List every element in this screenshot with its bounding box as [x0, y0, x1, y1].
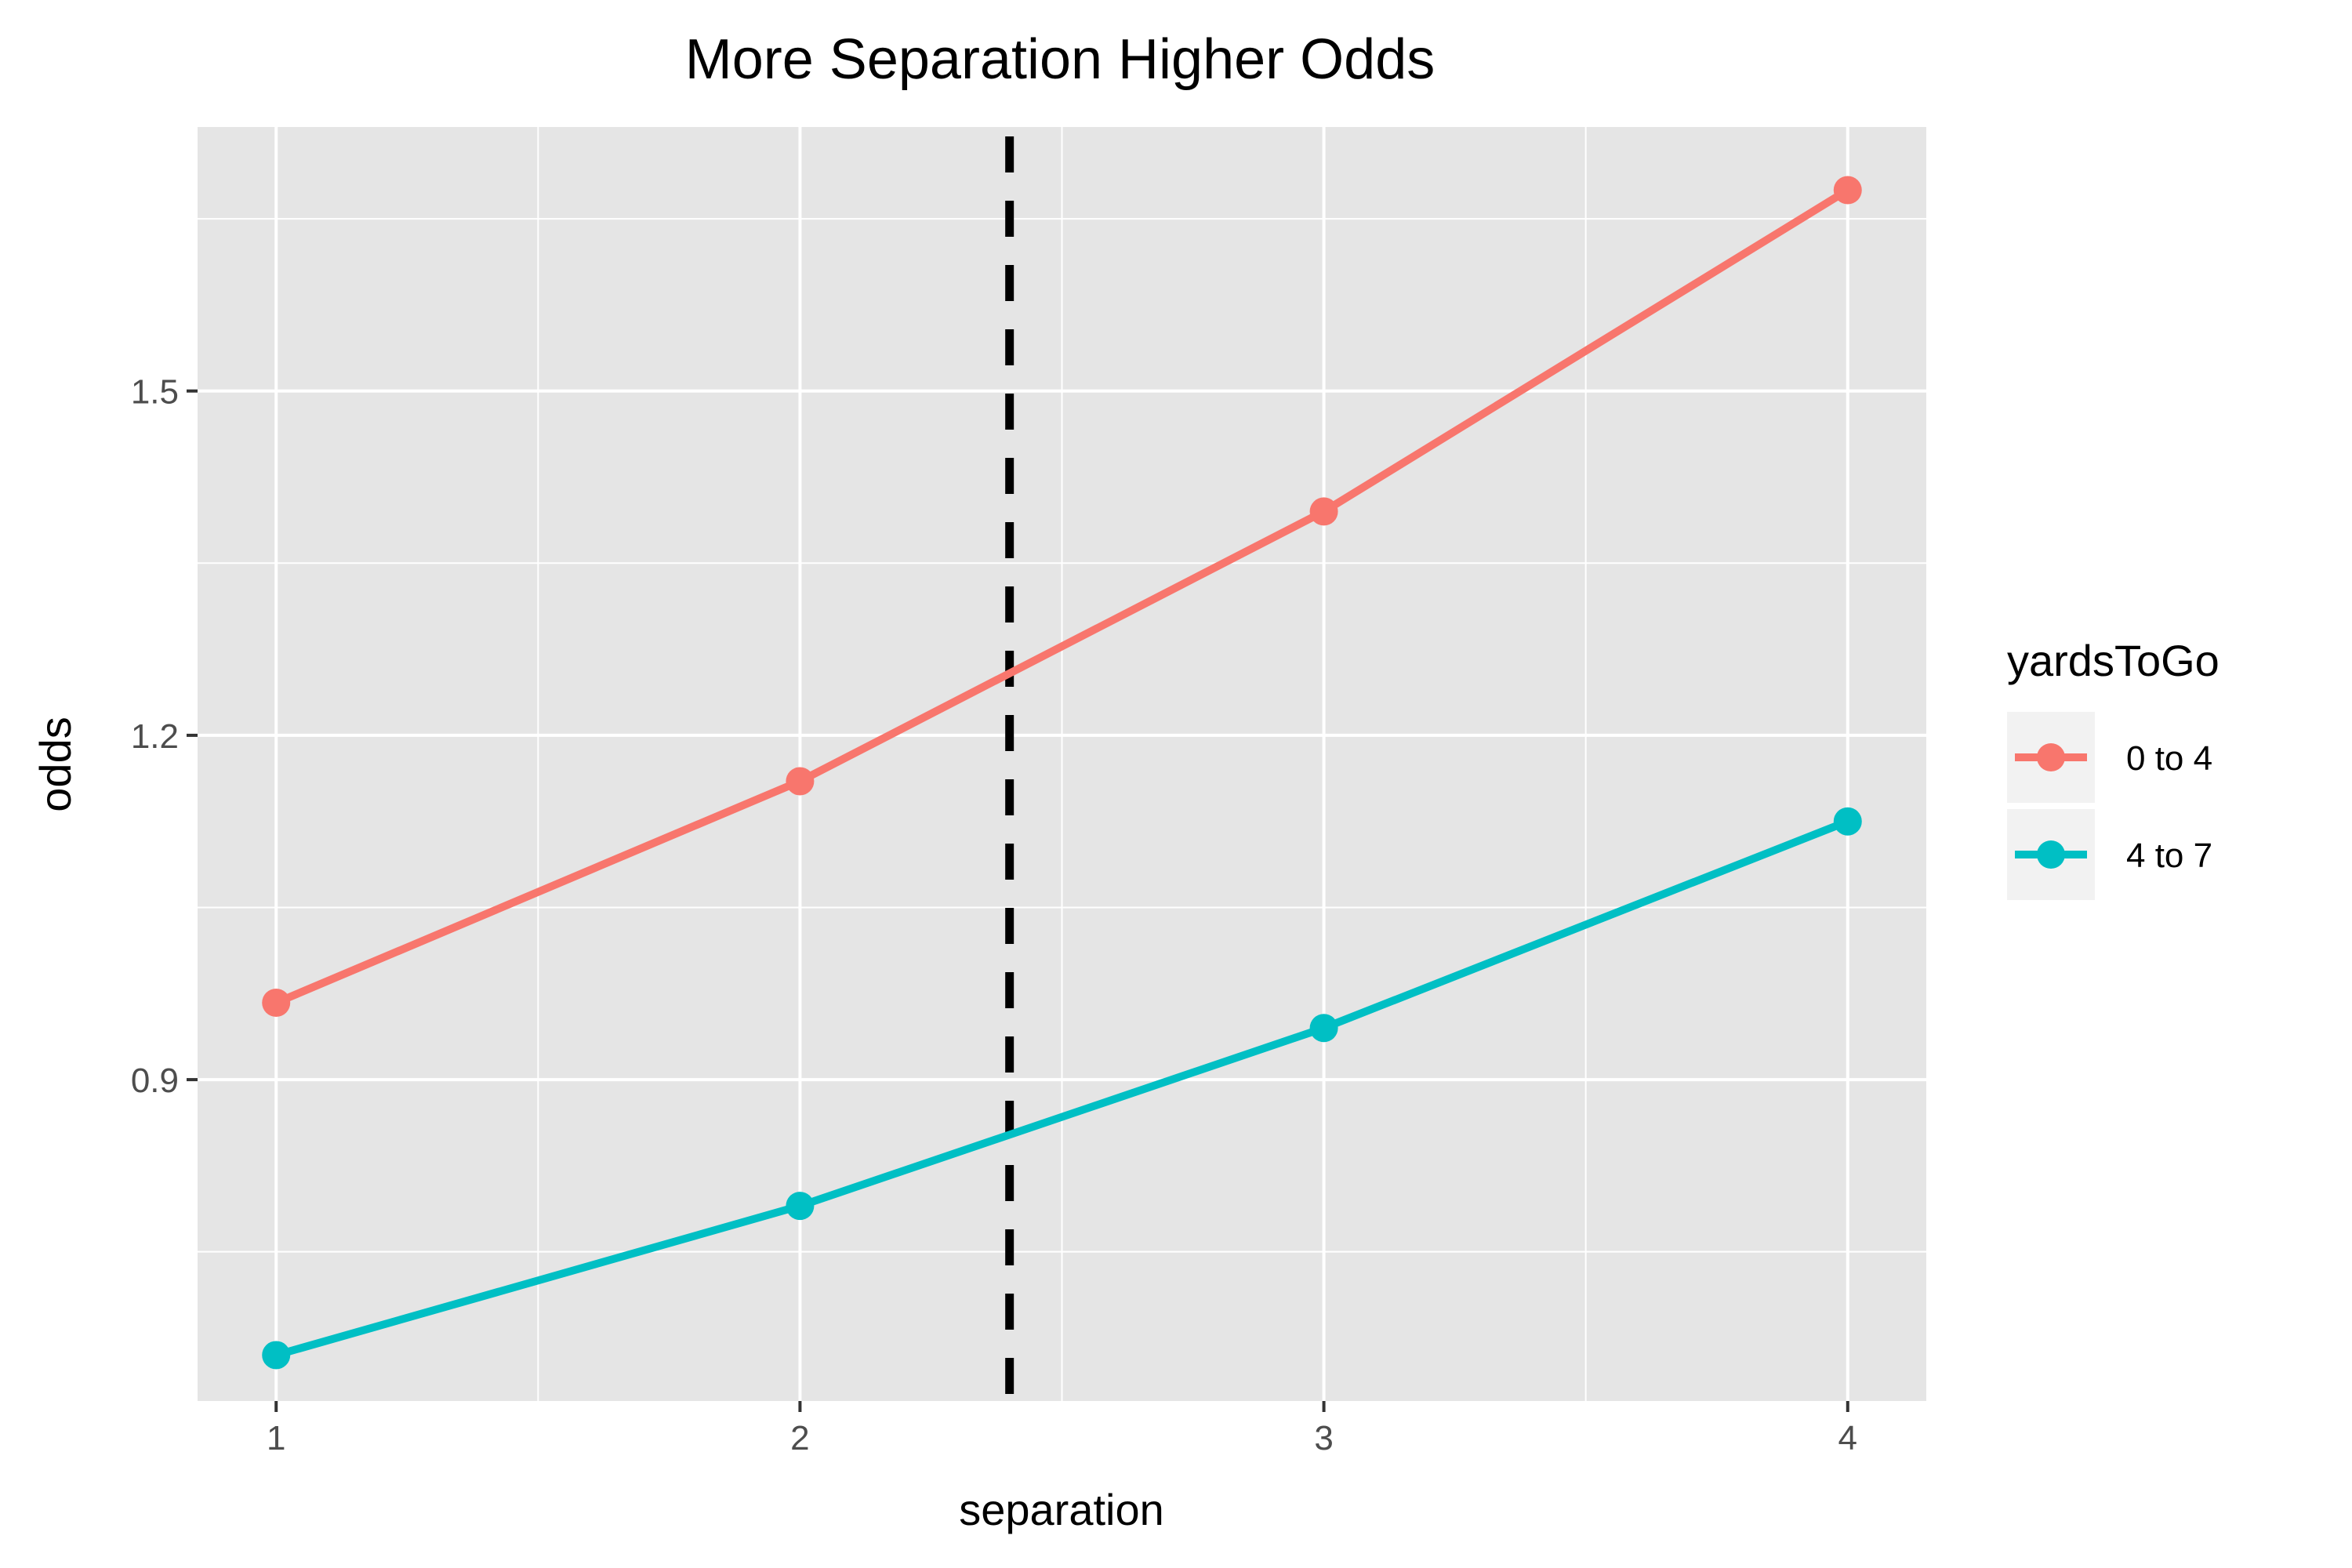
gridlines — [198, 127, 1926, 1401]
x-tick-label: 1 — [267, 1419, 285, 1457]
axes: 0.9 1.2 1.5 1 2 3 4 — [131, 373, 1857, 1457]
y-tick-label: 1.5 — [131, 373, 179, 412]
data-point — [1309, 1014, 1338, 1043]
data-point — [786, 1192, 815, 1221]
x-tick-label: 4 — [1838, 1419, 1857, 1457]
y-tick-label: 0.9 — [131, 1062, 179, 1100]
chart-title: More Separation Higher Odds — [685, 28, 1436, 91]
x-axis-title: separation — [959, 1485, 1164, 1534]
data-point — [262, 989, 291, 1018]
y-axis-title: odds — [31, 717, 80, 811]
legend-key-point — [2037, 743, 2065, 771]
legend-title: yardsToGo — [2007, 636, 2220, 685]
data-point — [786, 767, 815, 796]
series-group — [262, 176, 1862, 1370]
legend-key-point — [2037, 840, 2065, 869]
data-point — [1833, 807, 1862, 836]
legend: yardsToGo 0 to 4 4 to 7 — [2007, 636, 2220, 900]
y-tick-label: 1.2 — [131, 717, 179, 756]
series-line — [274, 187, 1850, 1007]
data-point — [262, 1341, 291, 1370]
data-point — [1833, 176, 1862, 205]
x-tick-label: 3 — [1314, 1419, 1333, 1457]
legend-label: 0 to 4 — [2126, 739, 2212, 778]
legend-label: 4 to 7 — [2126, 837, 2212, 875]
data-point — [1309, 497, 1338, 526]
series-line — [274, 818, 1849, 1359]
x-tick-label: 2 — [790, 1419, 809, 1457]
